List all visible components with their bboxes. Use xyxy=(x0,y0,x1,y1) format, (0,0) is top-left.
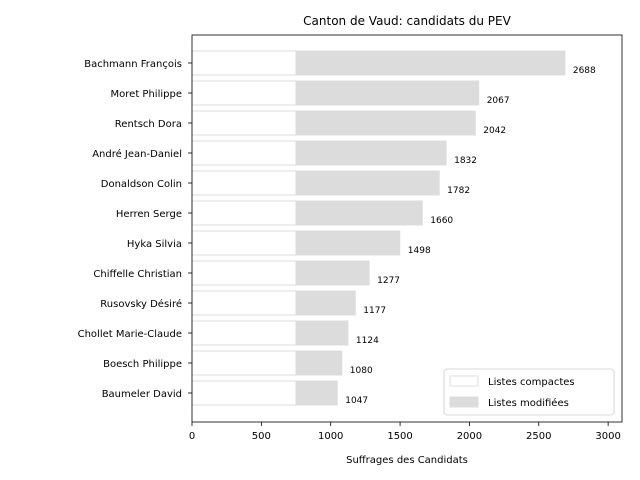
bar-compactes xyxy=(191,350,297,376)
x-tick-label: 500 xyxy=(252,431,271,442)
value-label: 2042 xyxy=(483,126,506,136)
bar-modifiees xyxy=(295,230,401,256)
bar-modifiees xyxy=(295,350,343,376)
bar-compactes xyxy=(191,140,297,166)
x-axis-label: Suffrages des Candidats xyxy=(346,455,468,466)
value-label: 1047 xyxy=(345,396,368,406)
value-label: 1124 xyxy=(356,336,379,346)
category-label: André Jean-Daniel xyxy=(92,148,182,160)
bar-compactes xyxy=(191,110,297,136)
x-tick-label: 1000 xyxy=(318,431,343,442)
value-label: 1080 xyxy=(350,366,373,376)
bar-compactes xyxy=(191,260,297,286)
value-label: 1782 xyxy=(447,186,470,196)
bar-modifiees xyxy=(295,170,440,196)
bar-compactes xyxy=(191,80,297,106)
category-label: Donaldson Colin xyxy=(101,179,182,190)
bar-compactes xyxy=(191,290,297,316)
bar-compactes xyxy=(191,50,297,76)
bar-modifiees xyxy=(295,110,476,136)
category-label: Herren Serge xyxy=(116,209,182,220)
bar-modifiees xyxy=(295,290,356,316)
bar-compactes xyxy=(191,320,297,346)
bar-modifiees xyxy=(295,380,338,406)
category-label: Baumeler David xyxy=(102,389,182,400)
bar-compactes xyxy=(191,200,297,226)
value-label: 1277 xyxy=(377,276,400,286)
legend-label-modifiees: Listes modifiées xyxy=(488,397,569,409)
bar-compactes xyxy=(191,230,297,256)
legend-label-compactes: Listes compactes xyxy=(488,377,575,388)
bar-modifiees xyxy=(295,260,370,286)
category-label: Chiffelle Christian xyxy=(93,269,182,280)
x-tick-label: 1500 xyxy=(387,431,412,442)
category-label: Hyka Silvia xyxy=(127,239,182,250)
value-label: 1498 xyxy=(408,246,431,256)
bars-group xyxy=(191,50,566,406)
value-label: 2688 xyxy=(573,66,596,76)
value-label: 1660 xyxy=(430,216,453,226)
bar-modifiees xyxy=(295,140,447,166)
value-label: 1832 xyxy=(454,156,477,166)
value-labels: 2688 2067 2042 1832 1782 1660 1498 1277 1177 1124… xyxy=(345,66,596,406)
bar-compactes xyxy=(191,380,297,406)
chart-title: Canton de Vaud: candidats du PEV xyxy=(303,14,511,28)
value-label: 2067 xyxy=(487,96,510,106)
x-tick-label: 3000 xyxy=(595,431,620,442)
x-tick-label: 2500 xyxy=(526,431,551,442)
category-label: Moret Philippe xyxy=(111,89,182,100)
bar-modifiees xyxy=(295,50,566,76)
legend-box xyxy=(443,368,615,416)
bar-modifiees xyxy=(295,200,423,226)
legend-swatch-modifiees xyxy=(449,396,479,408)
bar-modifiees xyxy=(295,320,349,346)
x-tick-label: 0 xyxy=(189,431,195,442)
category-labels: Bachmann François Moret Philippe Rentsch D… xyxy=(78,59,192,400)
bar-compactes xyxy=(191,170,297,196)
category-label: Bachmann François xyxy=(84,59,182,70)
x-axis-ticks: 0 500 1000 1500 2000 2500 3000 xyxy=(189,422,621,442)
category-label: Rusovsky Désiré xyxy=(100,298,182,310)
value-label: 1177 xyxy=(363,306,386,316)
bar-modifiees xyxy=(295,80,480,106)
axes-frame xyxy=(191,34,623,423)
x-tick-label: 2000 xyxy=(457,431,482,442)
category-label: Chollet Marie-Claude xyxy=(78,329,182,340)
category-label: Rentsch Dora xyxy=(115,119,182,130)
legend: Listes compactes Listes modifiées xyxy=(443,368,615,416)
legend-swatch-compactes xyxy=(449,375,479,387)
category-label: Boesch Philippe xyxy=(103,359,182,370)
